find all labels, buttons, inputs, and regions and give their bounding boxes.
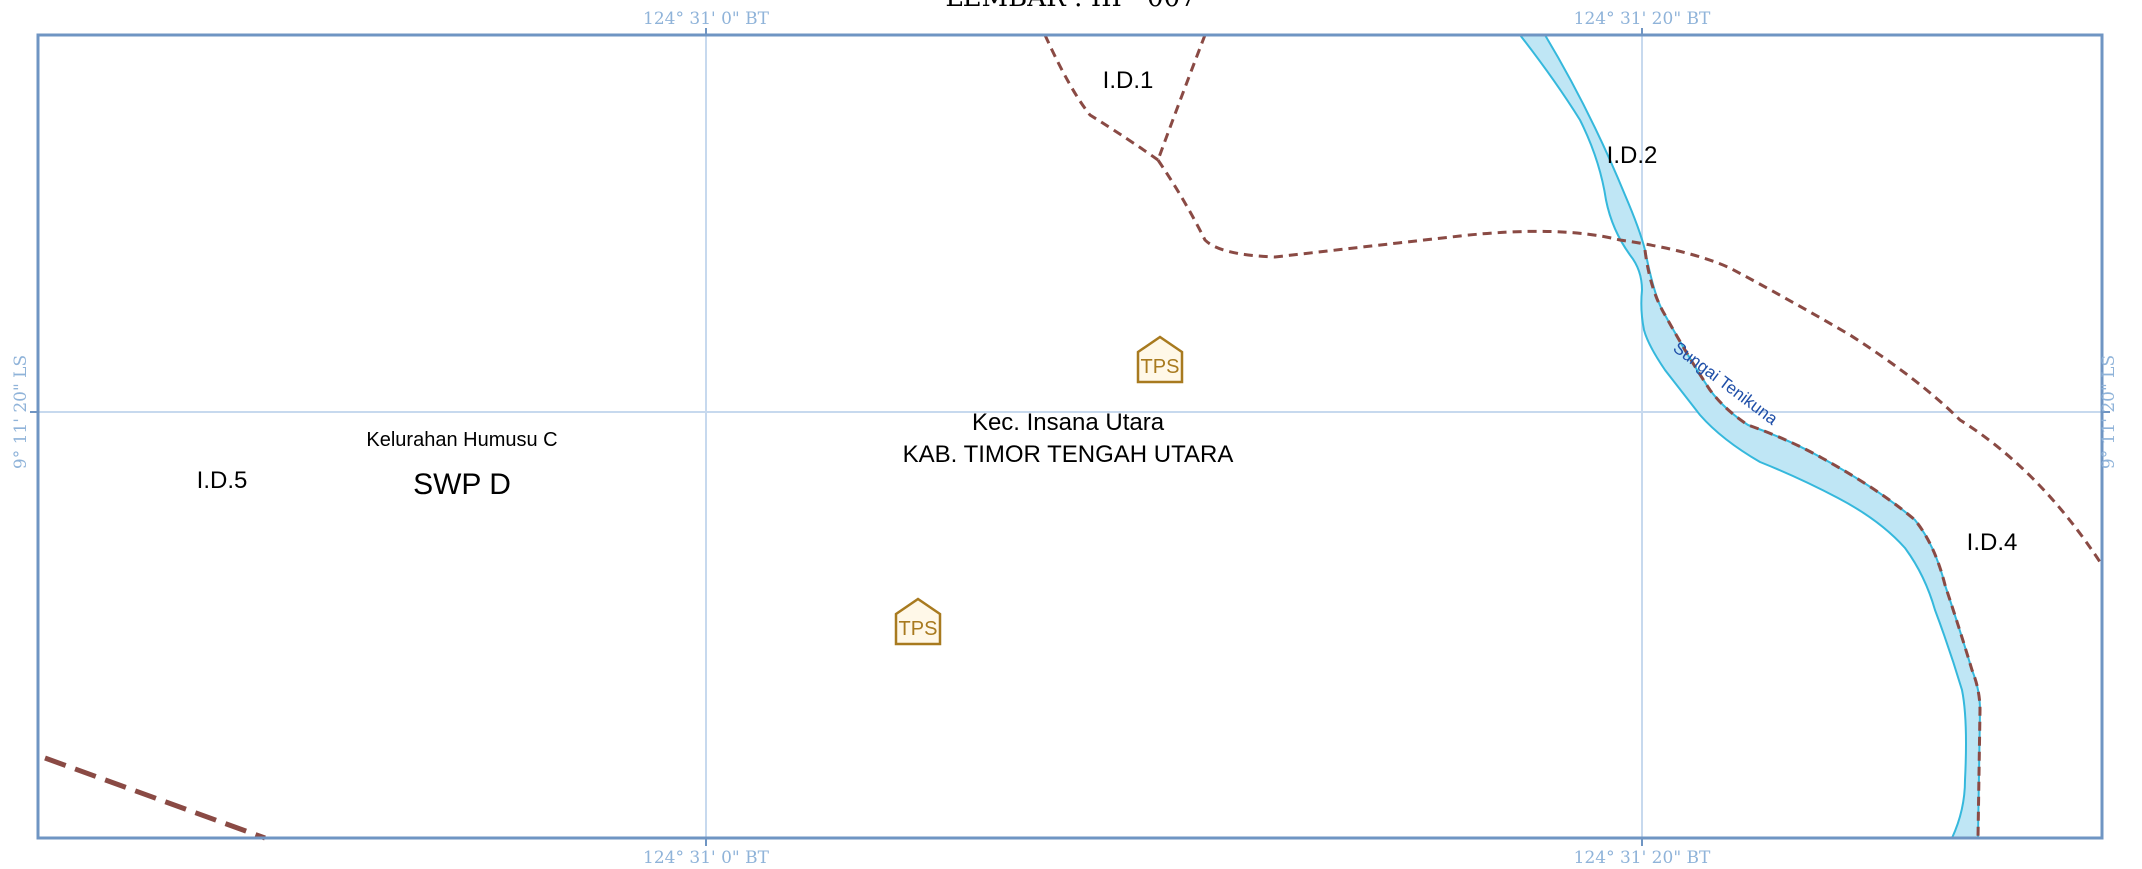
graticule — [38, 35, 2102, 838]
label-block-id4: I.D.4 — [1967, 529, 2018, 556]
label-swp: SWP D — [413, 468, 511, 501]
lon-label-bottom-right: 124° 31' 20" BT — [1574, 848, 1711, 868]
boundary-id1-west — [1045, 35, 1158, 160]
river-sungai-tenikuna — [1520, 35, 1980, 838]
boundary-lines — [45, 35, 2102, 838]
tps-label: TPS — [1141, 356, 1180, 378]
frame-ticks — [30, 28, 2110, 846]
sheet-title: LEMBAR : III - 007 — [945, 0, 1196, 13]
map-frame — [38, 35, 2102, 838]
lat-label-right: 9° 11' 20" LS — [2099, 355, 2119, 469]
tps-label: TPS — [899, 618, 938, 640]
label-block-id2: I.D.2 — [1607, 142, 1658, 169]
lat-label-left: 9° 11' 20" LS — [11, 355, 31, 469]
lon-label-bottom-left: 124° 31' 0" BT — [643, 848, 770, 868]
label-block-id1: I.D.1 — [1103, 67, 1154, 94]
tps-symbol-south: TPS — [896, 599, 940, 644]
boundary-id1-east — [1158, 35, 1205, 160]
boundary-southwest — [45, 758, 265, 838]
label-kecamatan: Kec. Insana Utara — [972, 409, 1165, 436]
lon-label-top-left: 124° 31' 0" BT — [643, 9, 770, 29]
label-block-id5: I.D.5 — [197, 467, 248, 494]
lon-label-top-right: 124° 31' 20" BT — [1574, 9, 1711, 29]
label-kelurahan: Kelurahan Humusu C — [366, 429, 557, 451]
tps-symbol-north: TPS — [1138, 337, 1182, 382]
label-kabupaten: KAB. TIMOR TENGAH UTARA — [903, 441, 1234, 468]
